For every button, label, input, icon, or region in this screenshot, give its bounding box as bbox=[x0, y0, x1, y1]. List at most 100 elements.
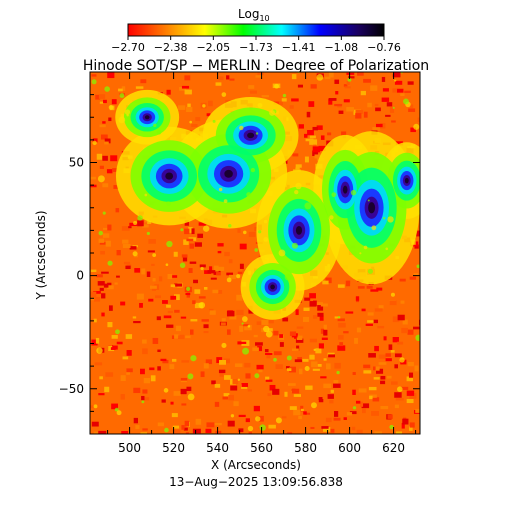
heatmap-cell bbox=[268, 424, 276, 429]
heatmap-cell bbox=[239, 325, 244, 332]
heatmap-cell bbox=[372, 127, 381, 131]
heatmap-cell bbox=[304, 297, 311, 301]
heatmap-cell bbox=[329, 399, 334, 404]
heatmap-cell bbox=[90, 176, 96, 180]
heatmap-cell bbox=[173, 251, 178, 257]
heatmap-cell bbox=[388, 344, 393, 350]
heatmap-cell bbox=[229, 274, 236, 280]
heatmap-cell bbox=[90, 405, 95, 409]
heatmap-cell bbox=[229, 78, 235, 81]
heatmap-cell bbox=[303, 411, 307, 415]
heatmap-cell bbox=[222, 396, 228, 400]
heatmap-speck bbox=[269, 110, 275, 116]
heatmap-cell bbox=[136, 293, 144, 300]
heatmap-cell bbox=[116, 250, 121, 256]
heatmap-speck bbox=[294, 190, 299, 195]
heatmap-cell bbox=[313, 144, 317, 147]
heatmap-speck bbox=[415, 334, 420, 342]
heatmap-cell bbox=[408, 108, 416, 112]
heatmap-cell bbox=[161, 399, 166, 403]
heatmap-cell bbox=[192, 428, 201, 434]
heatmap-cell bbox=[355, 296, 360, 301]
heatmap-speck bbox=[313, 348, 316, 351]
heatmap-cell bbox=[296, 345, 300, 351]
heatmap-cell bbox=[366, 285, 373, 289]
heatmap-cell bbox=[312, 150, 319, 156]
heatmap-cell bbox=[407, 81, 414, 85]
heatmap-cell bbox=[317, 364, 322, 367]
heatmap-cell bbox=[134, 268, 141, 273]
heatmap-cell bbox=[315, 348, 322, 354]
heatmap-speck bbox=[202, 225, 210, 232]
heatmap-cell bbox=[394, 364, 399, 369]
heatmap-cell bbox=[305, 385, 313, 390]
heatmap-cell bbox=[400, 300, 405, 304]
heatmap-cell bbox=[191, 228, 195, 235]
heatmap-cell bbox=[381, 76, 386, 82]
heatmap-cell bbox=[253, 334, 258, 338]
heatmap-cell bbox=[247, 389, 252, 392]
heatmap-cell bbox=[105, 240, 111, 247]
heatmap-cell bbox=[248, 85, 255, 89]
heatmap-cell bbox=[318, 343, 324, 349]
heatmap-cell bbox=[157, 366, 161, 371]
heatmap-cell bbox=[184, 75, 191, 81]
heatmap-cell bbox=[102, 233, 110, 238]
heatmap-cell bbox=[99, 165, 104, 169]
heatmap-speck bbox=[367, 199, 370, 202]
heatmap-cell bbox=[103, 99, 107, 104]
heatmap-speck bbox=[265, 330, 273, 338]
heatmap-cell bbox=[218, 289, 223, 294]
heatmap-speck bbox=[98, 230, 103, 236]
heatmap-speck bbox=[163, 388, 169, 393]
heatmap-cell bbox=[303, 307, 310, 311]
heatmap-speck bbox=[304, 366, 310, 372]
heatmap-cell bbox=[147, 250, 155, 253]
heatmap-cell bbox=[385, 358, 392, 362]
heatmap-speck bbox=[263, 237, 269, 242]
heatmap-cell bbox=[414, 365, 419, 372]
heatmap-speck bbox=[132, 251, 138, 257]
heatmap-cell bbox=[294, 359, 303, 363]
heatmap-cell bbox=[374, 103, 379, 107]
heatmap-cell bbox=[181, 85, 190, 89]
heatmap-cell bbox=[239, 243, 247, 250]
heatmap-cell bbox=[135, 425, 140, 430]
heatmap-cell bbox=[140, 368, 145, 375]
heatmap-cell bbox=[177, 433, 186, 434]
heatmap-cell bbox=[414, 244, 419, 249]
heatmap-cell bbox=[195, 418, 202, 425]
heatmap-cell bbox=[392, 337, 399, 343]
heatmap-cell bbox=[369, 394, 377, 398]
heatmap-cell bbox=[309, 338, 317, 343]
heatmap-cell bbox=[180, 388, 187, 395]
heatmap-cell bbox=[92, 138, 98, 143]
heatmap-cell bbox=[121, 226, 130, 231]
heatmap-cell bbox=[378, 354, 386, 359]
heatmap-cell bbox=[313, 300, 317, 307]
heatmap-speck bbox=[246, 192, 252, 198]
heatmap-cell bbox=[220, 322, 226, 326]
heatmap-cell bbox=[394, 80, 403, 85]
heatmap-speck bbox=[119, 93, 125, 98]
heatmap-cell bbox=[296, 335, 303, 340]
heatmap-cell bbox=[178, 105, 186, 110]
heatmap-cell bbox=[188, 268, 193, 273]
heatmap-cell bbox=[226, 329, 231, 335]
heatmap-cell bbox=[172, 425, 180, 429]
heatmap-cell bbox=[133, 417, 138, 424]
heatmap-cell bbox=[143, 378, 151, 384]
heatmap-cell bbox=[107, 72, 115, 79]
chart-title: Hinode SOT/SP − MERLIN : Degree of Polar… bbox=[83, 58, 429, 74]
heatmap-cell bbox=[289, 105, 294, 109]
heatmap-cell bbox=[167, 273, 173, 280]
heatmap-cell bbox=[318, 398, 324, 403]
heatmap-speck bbox=[250, 167, 256, 173]
heatmap-cell bbox=[101, 293, 106, 299]
heatmap-cell bbox=[257, 415, 264, 422]
heatmap-cell bbox=[215, 82, 222, 86]
colorbar-tick-label: −1.08 bbox=[324, 41, 358, 54]
heatmap-cell bbox=[233, 401, 239, 407]
heatmap-speck bbox=[153, 123, 157, 128]
